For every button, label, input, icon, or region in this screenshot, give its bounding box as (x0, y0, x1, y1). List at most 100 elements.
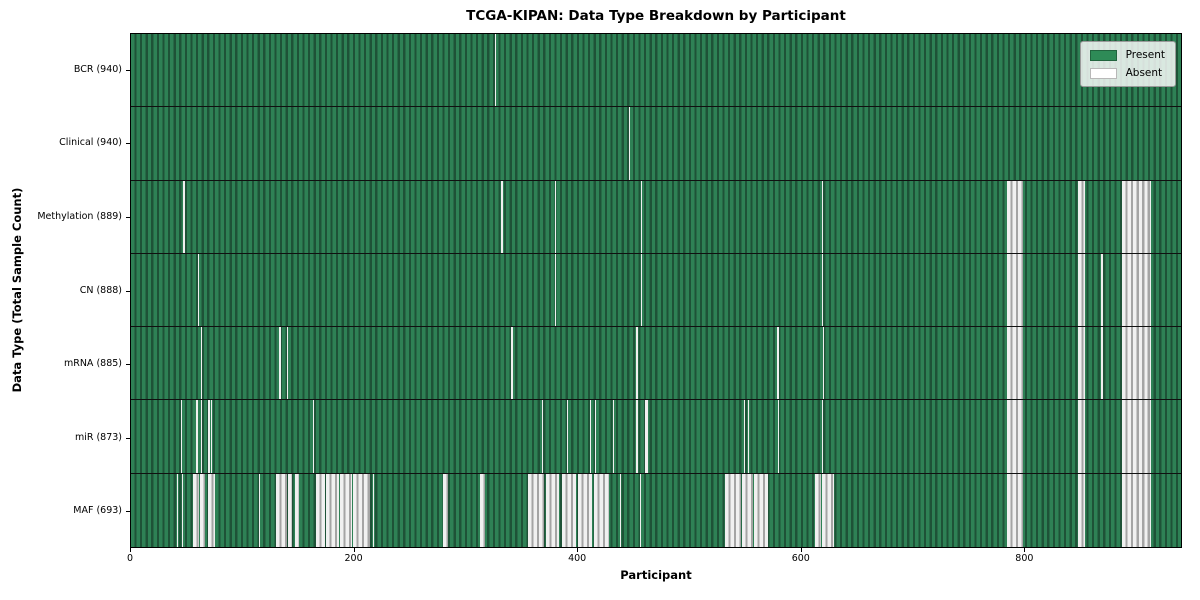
absent-span (259, 473, 261, 547)
absent-span (639, 473, 641, 547)
absent-span (195, 400, 198, 473)
heatmap-row-mir (131, 400, 1181, 474)
absent-span (316, 473, 326, 547)
absent-span (193, 473, 200, 547)
absent-span (1006, 253, 1023, 327)
absent-span (1121, 327, 1151, 400)
absent-span (822, 327, 824, 400)
y-tick-label-mir: miR (873) (74, 431, 122, 443)
absent-span (724, 473, 742, 547)
legend-item-absent: Absent (1089, 67, 1165, 79)
absent-span (555, 253, 557, 327)
absent-span (1121, 180, 1151, 253)
x-tick-mark (130, 548, 131, 552)
absent-span (200, 473, 205, 547)
absent-span (1006, 327, 1023, 400)
absent-span (589, 400, 591, 473)
absent-span (821, 180, 823, 253)
absent-span (640, 253, 643, 327)
absent-span (567, 400, 569, 473)
x-tick-label: 0 (126, 553, 134, 564)
absent-swatch (1089, 67, 1117, 79)
absent-span (176, 473, 178, 547)
y-tick-label-clinical: Clinical (940) (59, 137, 122, 149)
absent-span (1100, 253, 1103, 327)
absent-span (541, 400, 543, 473)
absent-span (742, 473, 753, 547)
y-tick-mark (126, 216, 130, 218)
absent-span (183, 180, 185, 253)
heatmap-plot: Present Absent (130, 33, 1182, 548)
absent-span (288, 473, 292, 547)
absent-span (743, 400, 745, 473)
x-tick-mark (800, 548, 802, 552)
x-tick-mark (577, 548, 579, 552)
absent-span (613, 400, 615, 473)
y-tick-mark (126, 364, 130, 366)
absent-span (636, 400, 638, 473)
absent-span (312, 400, 314, 473)
heatmap-row-methylation (131, 180, 1181, 254)
absent-span (494, 34, 496, 107)
y-tick-mark (126, 290, 130, 292)
absent-span (821, 400, 823, 473)
absent-span (201, 327, 203, 400)
y-tick-label-bcr: BCR (940) (73, 63, 122, 75)
absent-span (1078, 473, 1086, 547)
absent-span (480, 473, 485, 547)
absent-span (339, 473, 352, 547)
legend-label-present: Present (1125, 49, 1165, 61)
absent-span (373, 473, 375, 547)
absent-span (1078, 180, 1086, 253)
absent-span (561, 473, 577, 547)
heatmap-row-bcr (131, 34, 1181, 108)
absent-span (555, 180, 557, 253)
y-tick-mark (126, 511, 130, 513)
absent-span (1121, 400, 1151, 473)
absent-span (501, 180, 503, 253)
absent-span (777, 327, 780, 400)
absent-span (182, 473, 184, 547)
absent-span (645, 400, 648, 473)
absent-span (595, 400, 597, 473)
legend-item-present: Present (1089, 49, 1165, 61)
heatmap-row-maf (131, 473, 1181, 547)
absent-span (578, 473, 592, 547)
y-tick-mark (126, 437, 130, 439)
absent-span (640, 180, 643, 253)
absent-span (821, 473, 834, 547)
absent-span (778, 400, 780, 473)
absent-span (628, 107, 630, 180)
absent-span (207, 400, 211, 473)
absent-span (1078, 327, 1086, 400)
heatmap-row-clinical (131, 107, 1181, 181)
y-tick-label-maf: MAF (693) (73, 505, 122, 517)
absent-span (295, 473, 300, 547)
absent-span (287, 327, 289, 400)
y-tick-mark (126, 143, 130, 145)
absent-span (181, 400, 183, 473)
x-tick-label: 200 (344, 553, 363, 564)
absent-span (276, 473, 288, 547)
absent-span (1006, 400, 1023, 473)
y-tick-label-methylation: Methylation (889) (37, 210, 122, 222)
absent-span (528, 473, 544, 547)
absent-span (821, 253, 823, 327)
absent-span (1100, 327, 1103, 400)
absent-span (1121, 253, 1151, 327)
absent-span (211, 400, 213, 473)
x-tick-label: 800 (1015, 553, 1034, 564)
absent-span (1078, 253, 1086, 327)
absent-span (443, 473, 448, 547)
absent-span (619, 473, 621, 547)
y-tick-mark (126, 69, 130, 71)
y-tick-label-cn: CN (888) (79, 284, 122, 296)
absent-span (815, 473, 821, 547)
absent-span (1121, 473, 1151, 547)
absent-span (594, 473, 609, 547)
absent-span (279, 327, 281, 400)
absent-span (1078, 400, 1086, 473)
absent-span (753, 473, 769, 547)
heatmap-row-mrna (131, 327, 1181, 401)
